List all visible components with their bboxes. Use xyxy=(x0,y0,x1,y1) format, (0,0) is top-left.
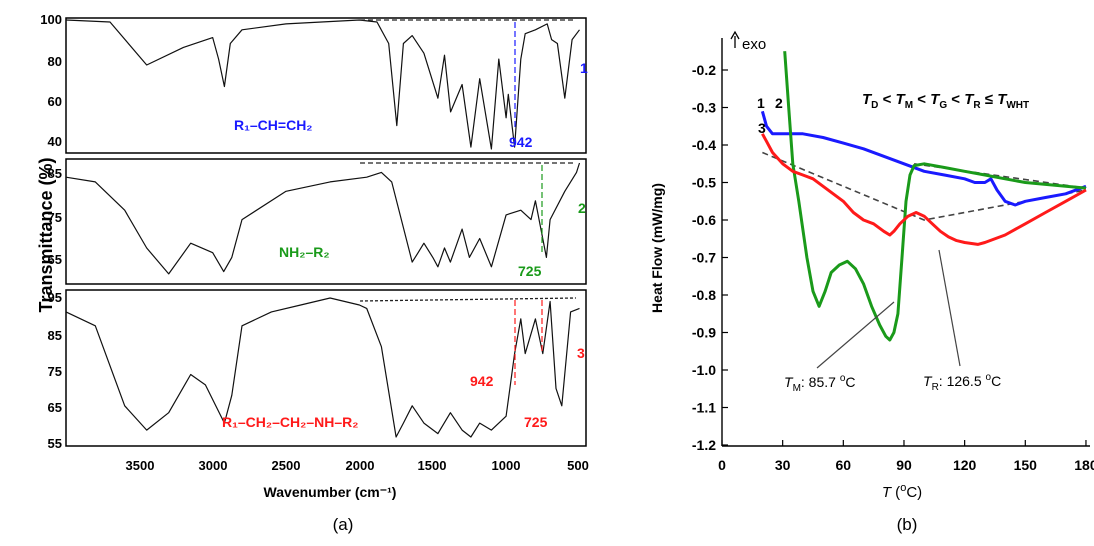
y-tick: 65 xyxy=(48,252,62,267)
x-tick: 2000 xyxy=(346,458,375,473)
curve-number-2: 2 xyxy=(578,200,586,216)
x-tick-label: 180 xyxy=(1074,457,1094,473)
dsc-curve-3 xyxy=(761,133,1087,246)
y-tick-label: -0.3 xyxy=(692,100,716,116)
panel-b-ylabel: Heat Flow (mW/mg) xyxy=(649,183,665,313)
y-tick-label: -0.2 xyxy=(692,62,716,78)
x-tick: 1000 xyxy=(492,458,521,473)
y-tick: 95 xyxy=(48,290,62,305)
y-tick-label: -0.5 xyxy=(692,175,716,191)
y-tick: 85 xyxy=(48,328,62,343)
dsc-curve-1 xyxy=(760,110,1087,207)
y-tick: 40 xyxy=(48,134,62,149)
x-tick: 500 xyxy=(567,458,589,473)
subplot-1-frame xyxy=(65,17,587,154)
subplot-3-frame xyxy=(65,289,587,447)
panel-a-label: (a) xyxy=(333,515,354,534)
x-tick-label: 60 xyxy=(836,457,852,473)
tr-pointer xyxy=(938,249,961,367)
dsc-curve-2 xyxy=(783,51,1087,342)
peak-label-942: 942 xyxy=(470,373,494,389)
tm-annotation: TM: 85.7 oC xyxy=(784,373,856,394)
panel-a-ftir-spectra: Transmittance (%) Wavenumber (cm⁻¹) (a) … xyxy=(36,12,589,534)
y-tick: 85 xyxy=(48,166,62,181)
y-tick: 65 xyxy=(48,400,62,415)
x-tick-label: 150 xyxy=(1014,457,1038,473)
panel-a-xlabel: Wavenumber (cm⁻¹) xyxy=(264,484,397,500)
x-tick: 1500 xyxy=(418,458,447,473)
y-tick-label: -0.6 xyxy=(692,212,716,228)
curve-number-3: 3 xyxy=(577,345,585,361)
y-tick-label: -1.1 xyxy=(692,400,716,416)
y-tick-label: -0.9 xyxy=(692,325,716,341)
spectrum-2 xyxy=(65,162,581,275)
x-tick: 3500 xyxy=(126,458,155,473)
curve-label-3: 3 xyxy=(758,120,766,136)
y-tick: 75 xyxy=(48,210,62,225)
x-tick: 3000 xyxy=(199,458,228,473)
baseline-3 xyxy=(359,297,577,302)
panel-b-xlabel: T (oC) xyxy=(882,482,922,501)
y-tick: 80 xyxy=(48,54,62,69)
compound-label-3: R₁–CH₂–CH₂–NH–R₂ xyxy=(222,414,358,430)
tm-pointer xyxy=(816,301,895,369)
y-tick-label: -0.8 xyxy=(692,287,716,303)
exo-label: exo xyxy=(742,36,766,53)
y-tick: 60 xyxy=(48,94,62,109)
panel-b-dsc: Heat Flow (mW/mg) T (oC) (b) exo -0.2 -0.… xyxy=(649,30,1094,534)
panel-b-label: (b) xyxy=(897,515,918,534)
y-tick: 100 xyxy=(40,12,62,27)
x-tick-label: 0 xyxy=(718,457,726,473)
peak-label-725: 725 xyxy=(524,414,548,430)
y-tick-label: -1.0 xyxy=(692,362,716,378)
y-tick: 75 xyxy=(48,364,62,379)
temperature-relation: TD < TM < TG < TR ≤ TWHT xyxy=(862,91,1029,111)
curve-number-1: 1 xyxy=(580,60,588,76)
compound-label-1: R₁–CH=CH₂ xyxy=(234,117,313,133)
panel-a-ylabel: Transmittance (%) xyxy=(36,157,56,312)
peak-label-942: 942 xyxy=(509,134,533,150)
x-tick-label: 30 xyxy=(775,457,791,473)
curve-label-2: 2 xyxy=(775,95,783,111)
peak-label-725: 725 xyxy=(518,263,542,279)
y-tick: 55 xyxy=(48,436,62,451)
spectrum-3 xyxy=(65,297,580,438)
x-tick-label: 120 xyxy=(953,457,977,473)
x-tick: 2500 xyxy=(272,458,301,473)
subplot-2-frame xyxy=(65,158,587,285)
curve-label-1: 1 xyxy=(757,95,765,111)
y-tick-label: -0.4 xyxy=(692,137,716,153)
exo-indicator: exo xyxy=(730,30,766,53)
y-tick-label: -1.2 xyxy=(692,437,716,453)
spectrum-1 xyxy=(65,19,580,150)
compound-label-2: NH₂–R₂ xyxy=(279,244,330,260)
x-tick-label: 90 xyxy=(896,457,912,473)
tr-annotation: TR: 126.5 oC xyxy=(923,372,1001,393)
y-tick-label: -0.7 xyxy=(692,250,716,266)
